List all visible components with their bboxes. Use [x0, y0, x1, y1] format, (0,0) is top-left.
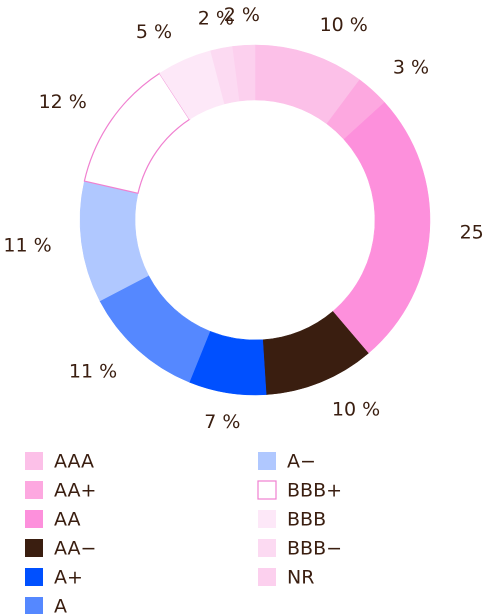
- value-label: 10 %: [320, 14, 368, 36]
- value-label: 10 %: [332, 399, 380, 421]
- legend-label: A+: [54, 567, 83, 589]
- legend-label: BBB: [287, 509, 326, 531]
- donut-segment: [332, 101, 431, 354]
- legend-label: AA: [54, 509, 81, 531]
- value-label: 7 %: [204, 411, 240, 433]
- value-label: 25 %: [460, 222, 489, 244]
- legend-swatch: [25, 510, 43, 528]
- legend-swatch: [25, 568, 43, 586]
- legend-label: BBB−: [287, 538, 342, 560]
- value-label: 12 %: [39, 91, 87, 113]
- legend-label: A: [54, 596, 67, 614]
- value-label: 11 %: [69, 360, 117, 382]
- value-label: 11 %: [3, 235, 51, 257]
- donut-segment: [232, 44, 256, 102]
- legend-swatch: [25, 597, 43, 614]
- legend-label: AA+: [54, 480, 96, 502]
- value-label: 2 %: [224, 4, 260, 26]
- legend-swatch: [258, 539, 276, 557]
- legend-label: NR: [287, 567, 314, 589]
- legend-swatch: [258, 510, 276, 528]
- legend-swatch: [258, 568, 276, 586]
- legend-label: AA−: [54, 538, 96, 560]
- value-label: 2 %: [198, 7, 234, 29]
- legend-label: AAA: [54, 451, 94, 473]
- value-label: 5 %: [136, 21, 172, 43]
- legend-swatch: [25, 539, 43, 557]
- legend-label: A−: [287, 451, 316, 473]
- legend-swatch: [257, 480, 277, 500]
- legend-swatch: [25, 452, 43, 470]
- legend-swatch: [25, 481, 43, 499]
- legend-swatch: [258, 452, 276, 470]
- value-label: 3 %: [393, 57, 429, 79]
- legend-label: BBB+: [287, 480, 342, 502]
